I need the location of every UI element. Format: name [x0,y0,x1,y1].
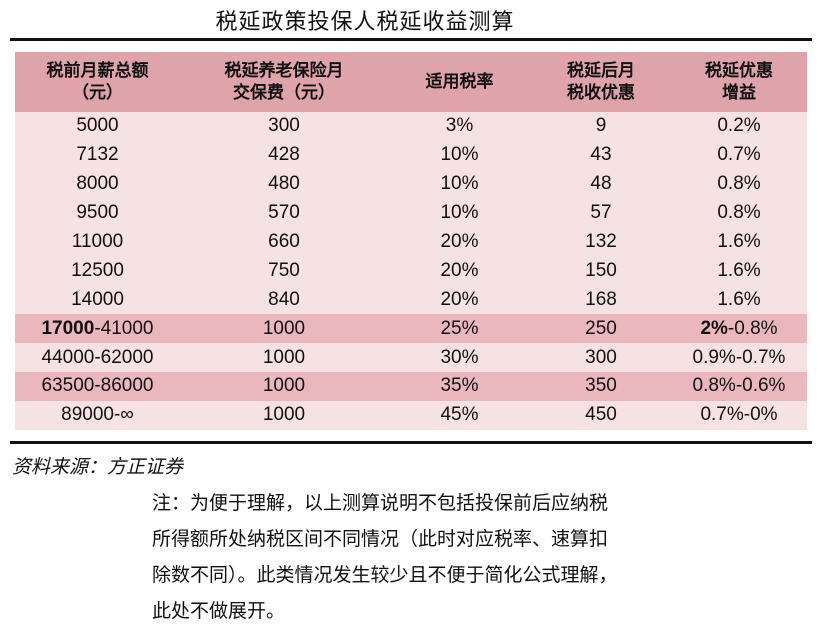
gain-rest-part: -0.8% [727,317,778,339]
cell-rate: 35% [388,372,531,401]
cell-salary: 89000-∞ [15,400,180,430]
note-line: 除数不同）。此类情况发生较少且不便于简化公式理解， [152,564,618,586]
header-rate: 适用税率 [388,52,531,112]
cell-rate: 10% [388,198,531,228]
cell-premium: 570 [180,198,388,228]
cell-benefit: 57 [531,198,671,228]
cell-premium: 1000 [180,372,388,401]
cell-gain: 0.2% [671,112,807,141]
cell-rate: 10% [388,169,531,199]
table-row: 89000-∞ 1000 45% 450 0.7%-0% [15,400,807,430]
table-row: 14000 840 20% 168 1.6% [15,285,807,315]
table-row: 8000 480 10% 48 0.8% [15,169,807,199]
cell-gain: 0.7% [671,140,807,170]
table-row: 11000 660 20% 132 1.6% [15,227,807,257]
cell-benefit: 132 [531,227,671,257]
header-salary: 税前月薪总额 （元） [15,52,180,112]
cell-rate: 20% [388,227,531,257]
cell-rate: 20% [388,256,531,286]
salary-bold-part: 17000 [41,317,95,339]
cell-benefit: 9 [531,112,671,141]
cell-benefit: 300 [531,343,671,373]
cell-benefit: 43 [531,140,671,170]
table-row: 17000-41000 1000 25% 250 2%-0.8% [15,314,807,344]
salary-rest-part: -41000 [94,317,154,339]
table-title: 税延政策投保人税延收益测算 [215,10,515,35]
cell-salary: 63500-86000 [15,372,180,401]
tax-table-container: 税前月薪总额 （元） 税延养老保险月 交保费（元） 适用税率 税延后月 税收优惠 税延… [15,52,807,430]
cell-salary: 8000 [15,169,180,199]
note-line: 此处不做展开。 [152,600,286,622]
cell-rate: 30% [388,343,531,373]
cell-gain: 2%-0.8% [671,314,807,344]
cell-benefit: 250 [531,314,671,344]
gain-bold-part: 2% [700,317,728,339]
explanation-note: 注：为便于理解，以上测算说明不包括投保前后应纳税 所得额所处纳税区间不同情况（此… [152,485,802,629]
cell-salary: 14000 [15,285,180,315]
cell-rate: 3% [388,112,531,141]
source-note: 资料来源：方正证券 [12,456,184,478]
table-row: 5000 300 3% 9 0.2% [15,112,807,141]
cell-salary: 7132 [15,140,180,170]
cell-salary: 11000 [15,227,180,257]
bottom-rule [10,441,812,444]
cell-gain: 0.8%-0.6% [671,372,807,401]
cell-benefit: 450 [531,400,671,430]
cell-premium: 750 [180,256,388,286]
cell-gain: 0.8% [671,198,807,228]
cell-salary: 44000-62000 [15,343,180,373]
table-row: 9500 570 10% 57 0.8% [15,198,807,228]
cell-premium: 300 [180,112,388,141]
note-line: 所得额所处纳税区间不同情况（此时对应税率、速算扣 [152,528,609,550]
cell-salary: 5000 [15,112,180,141]
table-row: 7132 428 10% 43 0.7% [15,140,807,170]
cell-rate: 45% [388,400,531,430]
cell-premium: 1000 [180,314,388,344]
cell-rate: 20% [388,285,531,315]
top-rule [10,38,812,41]
cell-rate: 25% [388,314,531,344]
table-row: 44000-62000 1000 30% 300 0.9%-0.7% [15,343,807,373]
cell-premium: 1000 [180,400,388,430]
cell-salary: 17000-41000 [15,314,180,344]
cell-benefit: 150 [531,256,671,286]
cell-benefit: 48 [531,169,671,199]
cell-premium: 1000 [180,343,388,373]
cell-benefit: 350 [531,372,671,401]
header-gain: 税延优惠 增益 [671,52,807,112]
table-header-row: 税前月薪总额 （元） 税延养老保险月 交保费（元） 适用税率 税延后月 税收优惠 税延… [15,52,807,112]
cell-salary: 9500 [15,198,180,228]
header-premium: 税延养老保险月 交保费（元） [180,52,388,112]
cell-gain: 1.6% [671,256,807,286]
cell-gain: 0.7%-0% [671,400,807,430]
cell-premium: 660 [180,227,388,257]
cell-gain: 0.9%-0.7% [671,343,807,373]
table-row: 63500-86000 1000 35% 350 0.8%-0.6% [15,372,807,401]
header-benefit: 税延后月 税收优惠 [531,52,671,112]
cell-benefit: 168 [531,285,671,315]
note-line: 注：为便于理解，以上测算说明不包括投保前后应纳税 [152,492,609,514]
cell-gain: 0.8% [671,169,807,199]
tax-benefit-table: 税前月薪总额 （元） 税延养老保险月 交保费（元） 适用税率 税延后月 税收优惠 税延… [15,52,807,430]
cell-salary: 12500 [15,256,180,286]
cell-premium: 480 [180,169,388,199]
cell-rate: 10% [388,140,531,170]
cell-gain: 1.6% [671,227,807,257]
cell-gain: 1.6% [671,285,807,315]
cell-premium: 840 [180,285,388,315]
table-row: 12500 750 20% 150 1.6% [15,256,807,286]
cell-premium: 428 [180,140,388,170]
